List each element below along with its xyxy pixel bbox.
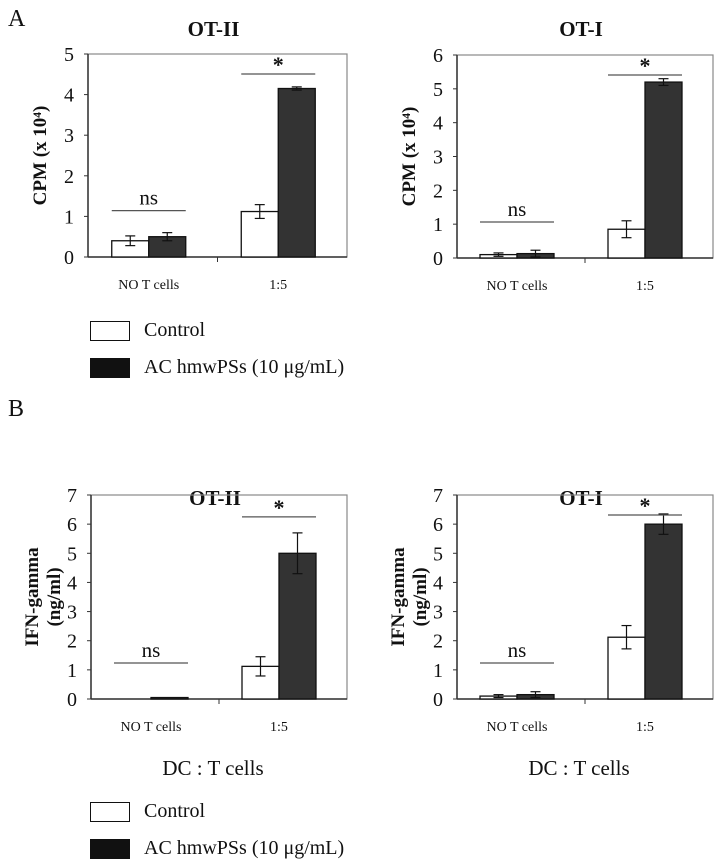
y-tick-label: 5 [67, 543, 77, 565]
x-tick-label: 1:5 [636, 279, 654, 294]
x-tick-label: NO T cells [121, 720, 182, 735]
significance-ns: ns [508, 197, 527, 221]
y-axis-label: IFN-gamma [388, 547, 409, 647]
legend-b: Control AC hmwPSs (10 μg/mL) [90, 793, 344, 867]
legend-swatch-control [90, 320, 130, 341]
bar-ac-hmwpss [150, 696, 189, 700]
y-tick-label: 5 [433, 79, 443, 101]
y-tick-label: 6 [433, 514, 443, 536]
y-tick-label: 2 [64, 166, 74, 188]
y-tick-label: 3 [433, 602, 443, 624]
legend-item-control: Control [90, 793, 344, 830]
legend-swatch-ac [90, 357, 130, 378]
y-tick-label: 3 [67, 602, 77, 624]
legend-swatch-control [90, 801, 130, 822]
y-tick-label: 4 [433, 113, 443, 135]
panel-label-b: B [8, 396, 24, 422]
legend-label: Control [144, 319, 206, 341]
y-axis-label: IFN-gamma [22, 547, 43, 647]
legend-label: Control [144, 800, 206, 822]
y-tick-label: 3 [64, 125, 74, 147]
y-tick-label: 2 [433, 180, 443, 202]
bar-ac-hmwpss [644, 81, 683, 259]
y-tick-label: 0 [433, 689, 443, 711]
y-axis-label: CPM (x 10⁴) [30, 106, 51, 206]
significance-ns: ns [508, 638, 527, 662]
significance-ns: ns [142, 638, 161, 662]
significance-ns: ns [139, 186, 158, 210]
bar-ac-hmwpss [644, 523, 683, 700]
y-tick-label: 5 [64, 44, 74, 66]
x-tick-label: 1:5 [636, 720, 654, 735]
y-tick-label: 0 [64, 247, 74, 269]
x-tick-label: 1:5 [270, 720, 288, 735]
panel-label-a: A [8, 6, 26, 32]
y-tick-label: 1 [433, 660, 443, 682]
y-tick-label: 0 [67, 689, 77, 711]
y-tick-label: 7 [433, 485, 443, 507]
chart-title: OT-I [559, 17, 603, 41]
y-axis-label: (ng/ml) [44, 567, 65, 626]
y-tick-label: 3 [433, 147, 443, 169]
y-tick-label: 1 [433, 214, 443, 236]
legend-item-ac: AC hmwPSs (10 μg/mL) [90, 349, 344, 386]
significance-star: * [274, 495, 285, 520]
legend-item-ac: AC hmwPSs (10 μg/mL) [90, 830, 344, 867]
chart-title: OT-II [188, 17, 240, 41]
y-tick-label: 6 [67, 514, 77, 536]
y-tick-label: 6 [433, 45, 443, 67]
bar-ac-hmwpss [278, 552, 317, 700]
x-axis-label: DC : T cells [528, 756, 629, 780]
bar-control [240, 210, 279, 258]
significance-star: * [273, 52, 284, 77]
y-tick-label: 4 [67, 572, 77, 594]
y-tick-label: 1 [67, 660, 77, 682]
y-tick-label: 4 [433, 572, 443, 594]
x-tick-label: 1:5 [269, 278, 287, 293]
y-tick-label: 5 [433, 543, 443, 565]
y-tick-label: 1 [64, 206, 74, 228]
y-tick-label: 2 [67, 631, 77, 653]
significance-star: * [640, 53, 651, 78]
x-tick-label: NO T cells [487, 279, 548, 294]
y-axis-label: (ng/ml) [410, 567, 431, 626]
y-tick-label: 0 [433, 248, 443, 270]
x-tick-label: NO T cells [487, 720, 548, 735]
legend-label: AC hmwPSs (10 μg/mL) [144, 356, 345, 378]
legend-item-control: Control [90, 312, 344, 349]
y-tick-label: 7 [67, 485, 77, 507]
chart-title: OT-II [189, 486, 241, 510]
x-tick-label: NO T cells [118, 278, 179, 293]
legend-swatch-ac [90, 838, 130, 859]
legend-label: AC hmwPSs (10 μg/mL) [144, 837, 345, 859]
bar-ac-hmwpss [277, 87, 316, 258]
y-tick-label: 2 [433, 631, 443, 653]
legend-a: Control AC hmwPSs (10 μg/mL) [90, 312, 344, 386]
chart-title: OT-I [559, 486, 603, 510]
x-axis-label: DC : T cells [162, 756, 263, 780]
significance-star: * [640, 493, 651, 518]
y-axis-label: CPM (x 10⁴) [399, 107, 420, 207]
y-tick-label: 4 [64, 85, 74, 107]
